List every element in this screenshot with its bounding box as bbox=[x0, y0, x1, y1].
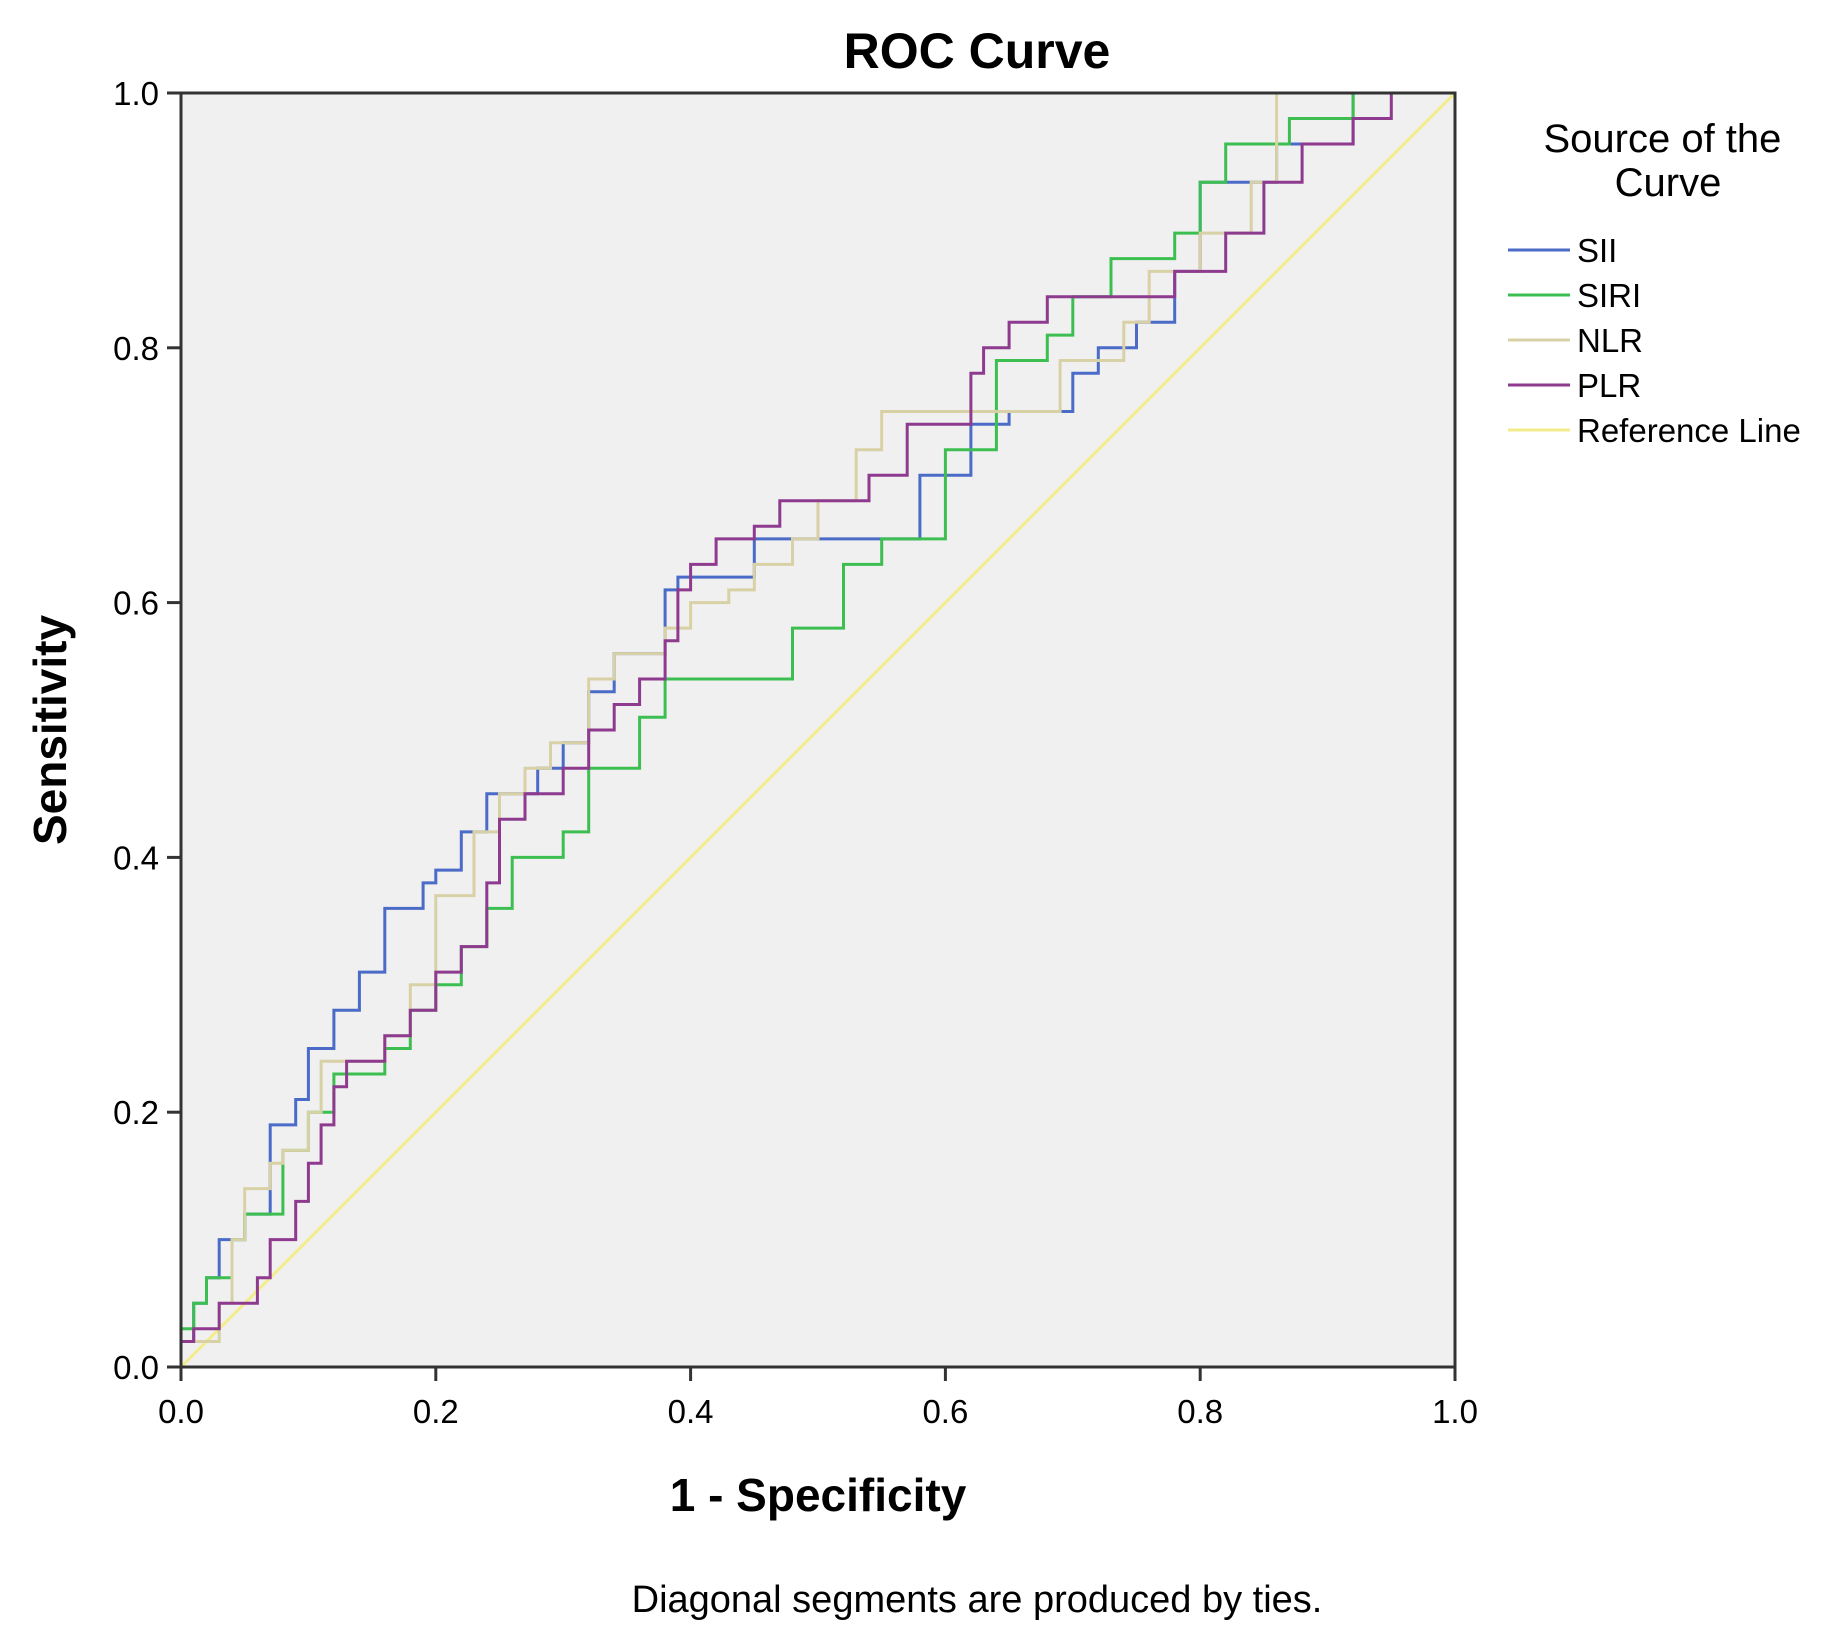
x-tick-label: 0.6 bbox=[922, 1393, 968, 1430]
legend-label-nlr: NLR bbox=[1577, 322, 1643, 359]
y-tick-label: 0.6 bbox=[113, 585, 159, 622]
y-tick-label: 0.8 bbox=[113, 330, 159, 367]
plot-frame bbox=[179, 91, 1457, 1369]
y-tick-label: 1.0 bbox=[113, 75, 159, 112]
legend-title: Source of the Curve bbox=[1543, 117, 1792, 205]
x-axis-title: 1 - Specificity bbox=[670, 1469, 967, 1521]
series-line-plr bbox=[179, 91, 1455, 1367]
legend-label-plr: PLR bbox=[1577, 367, 1641, 404]
x-tick-label: 0.2 bbox=[413, 1393, 459, 1430]
legend: Source of the Curve SII SIRI NLR PLR Referen… bbox=[1508, 117, 1801, 449]
x-tick-label: 1.0 bbox=[1432, 1393, 1478, 1430]
legend-label-reference-line: Reference Line bbox=[1577, 412, 1801, 449]
chart-title: ROC Curve bbox=[844, 23, 1111, 79]
chart-footnote: Diagonal segments are produced by ties. bbox=[632, 1579, 1323, 1621]
series-line-siri bbox=[179, 91, 1455, 1367]
y-tick-label: 0.0 bbox=[113, 1349, 159, 1386]
x-tick-label: 0.0 bbox=[158, 1393, 204, 1430]
reference-line bbox=[179, 91, 1457, 1369]
y-axis-title: Sensitivity bbox=[24, 615, 76, 846]
series-line-nlr bbox=[179, 91, 1455, 1367]
legend-label-siri: SIRI bbox=[1577, 277, 1641, 314]
legend-label-sii: SII bbox=[1577, 232, 1617, 269]
x-tick-label: 0.4 bbox=[668, 1393, 714, 1430]
y-tick-label: 0.4 bbox=[113, 839, 159, 876]
x-tick-label: 0.8 bbox=[1177, 1393, 1223, 1430]
y-tick-label: 0.2 bbox=[113, 1094, 159, 1131]
